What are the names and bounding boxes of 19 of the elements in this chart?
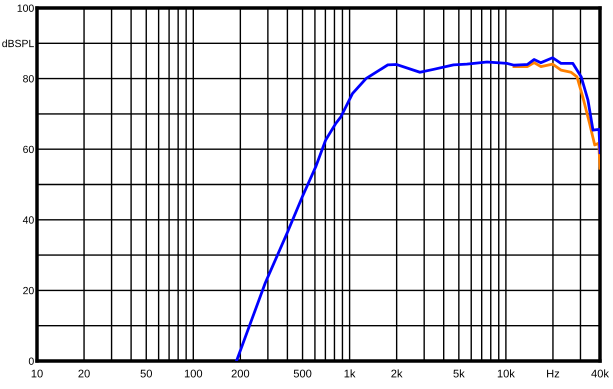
y-tick-label: 60	[23, 146, 34, 154]
x-tick-label: 50	[140, 370, 152, 378]
x-tick-label: 10	[32, 370, 43, 378]
x-tick-label: 40k	[591, 369, 609, 378]
y-tick-label: 80	[23, 75, 34, 82]
y-tick-label: dBSPL	[2, 40, 34, 48]
y-tick-label: 40	[22, 216, 34, 224]
x-tick-label: 2k	[391, 369, 403, 378]
x-tick-label: 20	[78, 370, 90, 378]
y-tick-label: 100	[18, 4, 34, 12]
x-tick-label: Hz	[547, 370, 560, 378]
x-tick-label: 100	[184, 370, 202, 378]
x-tick-label: 200	[232, 370, 250, 378]
x-tick-label: 500	[294, 370, 312, 378]
x-tick-label: 5k	[453, 369, 465, 378]
x-tick-label: 1k	[344, 369, 356, 378]
y-tick-label: 0	[28, 358, 34, 365]
x-tick-label: 10k	[498, 369, 515, 378]
y-tick-label: 20	[23, 286, 34, 294]
